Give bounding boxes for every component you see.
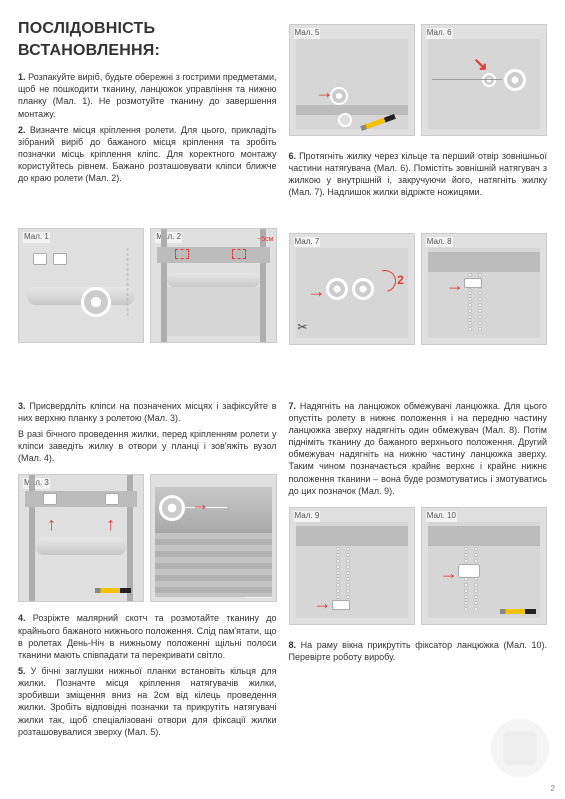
figure-8: Мал. 8 → bbox=[421, 233, 547, 345]
figure-5: Мал. 5 → bbox=[289, 24, 415, 136]
arrow-icon: → bbox=[314, 594, 332, 612]
step-5: 5. У бічні заглушки нижньої планки встан… bbox=[18, 665, 277, 738]
figure-6: Мал. 6 ↘ bbox=[421, 24, 547, 136]
dim-5cm: ~5см bbox=[257, 235, 273, 244]
figure-1: Мал. 1 bbox=[18, 228, 144, 343]
arrow-icon: ↑ bbox=[106, 515, 115, 533]
page-number: 2 bbox=[551, 784, 555, 795]
scissors-icon: ✂ bbox=[298, 319, 308, 335]
quadrant-top-left: ПОСЛІДОВНІСТЬ ВСТАНОВЛЕННЯ: 1. Розпакуйт… bbox=[18, 18, 277, 392]
figure-2: Мал. 2 ~5см bbox=[150, 228, 276, 343]
figure-4: Мал. 4 → bbox=[150, 474, 276, 602]
label-2: 2 bbox=[397, 274, 404, 286]
page-title: ПОСЛІДОВНІСТЬ ВСТАНОВЛЕННЯ: bbox=[18, 18, 277, 61]
figure-5-label: Мал. 5 bbox=[294, 28, 321, 39]
watermark-icon bbox=[485, 713, 555, 783]
arrow-icon: → bbox=[191, 495, 209, 513]
figure-10: Мал. 10 → bbox=[421, 507, 547, 625]
figure-2-label: Мал. 2 bbox=[155, 232, 182, 243]
figure-9: Мал. 9 → bbox=[289, 507, 415, 625]
figure-8-label: Мал. 8 bbox=[426, 237, 453, 248]
figure-9-label: Мал. 9 bbox=[294, 511, 321, 522]
figure-1-label: Мал. 1 bbox=[23, 232, 50, 243]
figure-3-label: Мал. 3 bbox=[23, 478, 50, 489]
step-3: 3. Присвердліть кліпси на позначених міс… bbox=[18, 400, 277, 424]
quadrant-top-right: Мал. 5 → Мал. 6 ↘ 6. Протягніть жилку че… bbox=[289, 18, 548, 392]
quadrant-bottom-left: 3. Присвердліть кліпси на позначених міс… bbox=[18, 400, 277, 789]
arrow-icon: → bbox=[308, 282, 326, 300]
arrow-icon: → bbox=[316, 83, 334, 101]
step-1: 1. Розпакуйте виріб, будьте обережні з г… bbox=[18, 71, 277, 120]
figure-10-label: Мал. 10 bbox=[426, 511, 457, 522]
step-4: 4. Розріжте малярний скотч та розмотайте… bbox=[18, 612, 277, 661]
figure-7: Мал. 7 → 2 ✂ bbox=[289, 233, 415, 345]
step-2: 2. Визначте місця кріплення ролети. Для … bbox=[18, 124, 277, 185]
arrow-icon: → bbox=[446, 276, 464, 294]
arrow-icon: → bbox=[440, 564, 458, 582]
step-8: 8. На раму вікна прикрутіть фіксатор лан… bbox=[289, 639, 548, 663]
figure-7-label: Мал. 7 bbox=[294, 237, 321, 248]
arrow-icon: ↑ bbox=[47, 515, 56, 533]
figure-3: Мал. 3 ↑ ↑ bbox=[18, 474, 144, 602]
step-3b: В разі бічного проведення жилки, перед к… bbox=[18, 428, 277, 464]
arrow-icon: ↘ bbox=[473, 55, 488, 73]
step-7: 7. Надягніть на ланцюжок обмежувачі ланц… bbox=[289, 400, 548, 497]
figure-6-label: Мал. 6 bbox=[426, 28, 453, 39]
step-6: 6. Протягніть жилку через кільце та перш… bbox=[289, 150, 548, 199]
